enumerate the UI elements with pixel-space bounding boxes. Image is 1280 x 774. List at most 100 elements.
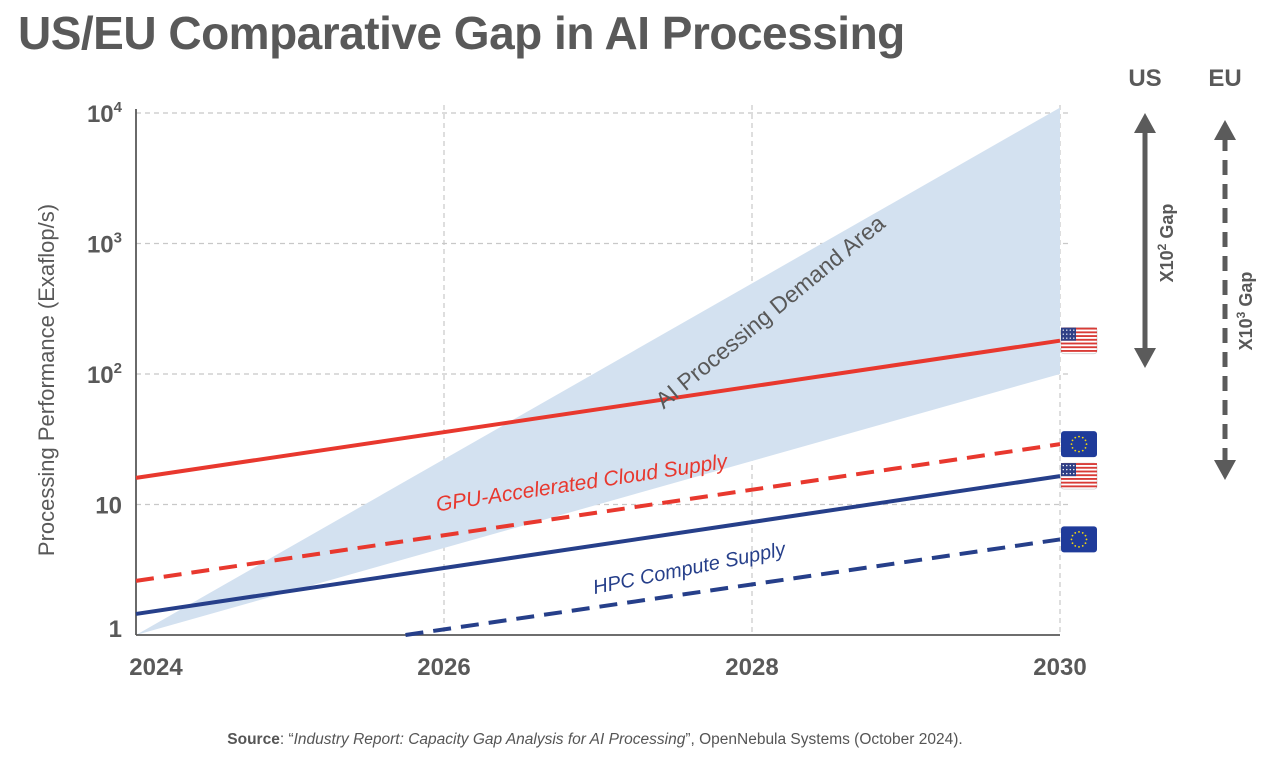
flag-bg — [1061, 526, 1097, 553]
flag-canton — [1061, 463, 1076, 477]
arrow-up-icon — [1214, 120, 1236, 140]
flag-star — [1069, 468, 1071, 471]
flag-bg — [1061, 431, 1097, 458]
flag-stripe — [1061, 327, 1097, 330]
flag-star — [1070, 538, 1073, 541]
flag-stripe — [1061, 474, 1097, 477]
flags — [1060, 327, 1098, 553]
flag-star — [1069, 464, 1071, 467]
flag-star — [1069, 472, 1071, 475]
flag-star — [1074, 545, 1077, 547]
source-rest: ”, OpenNebula Systems (October 2024). — [685, 731, 963, 748]
flag-stripe — [1061, 331, 1097, 334]
x-tick-label: 2030 — [1033, 654, 1086, 681]
flag-star — [1081, 532, 1084, 534]
flag-stripe — [1061, 485, 1097, 488]
flag-star — [1070, 443, 1073, 446]
flag-star — [1066, 468, 1068, 471]
x-tick-label: 2028 — [725, 654, 778, 681]
y-tick-label: 102 — [87, 360, 122, 389]
flag-stripe — [1061, 350, 1097, 352]
flag-star — [1073, 333, 1075, 335]
flag-star — [1066, 337, 1068, 339]
flag-star — [1078, 531, 1080, 533]
flag-stripe — [1061, 463, 1097, 465]
demand-area-layer — [136, 107, 1060, 635]
flag-star — [1073, 464, 1075, 467]
series-layer — [135, 338, 1061, 637]
us-flag-icon — [1060, 462, 1098, 490]
flag-star — [1085, 538, 1088, 541]
flag-stripe — [1061, 470, 1097, 473]
source-label: Source — [227, 731, 280, 748]
gap-label-us: X102 Gap — [1155, 204, 1177, 283]
series-line-gpu_us — [135, 338, 1061, 480]
flag-stripe — [1061, 338, 1097, 341]
flag-star — [1066, 464, 1068, 467]
flag-star — [1074, 532, 1077, 534]
gap-heading-us: US — [1128, 65, 1161, 92]
flag-star — [1073, 329, 1075, 331]
eu-flag-icon — [1061, 526, 1097, 553]
y-axis-label: Processing Performance (Exaflop/s) — [34, 204, 59, 556]
axes — [135, 109, 1060, 636]
flag-star — [1081, 545, 1084, 547]
flag-star — [1084, 447, 1087, 449]
source-sep: : “ — [279, 731, 294, 748]
demand-area — [136, 107, 1060, 635]
flag-star — [1062, 472, 1064, 475]
flag-star — [1084, 439, 1087, 442]
flag-stripe — [1061, 342, 1097, 345]
arrow-down-icon — [1214, 460, 1236, 480]
tick-labels: 1 10 102 103 104 2024 2026 2028 2030 — [87, 99, 1087, 681]
source-report-title: Industry Report: Capacity Gap Analysis f… — [293, 731, 686, 748]
flag-star — [1066, 333, 1068, 335]
flag-star — [1073, 472, 1075, 475]
flag-stripe — [1061, 346, 1097, 349]
flag-stripe — [1061, 481, 1097, 484]
flag-star — [1062, 337, 1064, 339]
flag-star — [1062, 329, 1064, 331]
flag-star — [1071, 447, 1074, 449]
flag-star — [1066, 472, 1068, 475]
flag-star — [1073, 468, 1075, 471]
flag-star — [1081, 449, 1084, 452]
y-tick-label: 10 — [95, 493, 122, 520]
flag-star — [1073, 337, 1075, 339]
y-tick-label: 104 — [87, 99, 123, 128]
flag-star — [1081, 436, 1084, 439]
flag-stripe — [1061, 466, 1097, 469]
flag-star — [1062, 468, 1064, 471]
chart-title: US/EU Comparative Gap in AI Processing — [18, 7, 905, 59]
flag-star — [1069, 333, 1071, 335]
source-note: Source: “Industry Report: Capacity Gap A… — [0, 731, 1190, 749]
gap-label-eu: X103 Gap — [1234, 272, 1256, 351]
flag-star — [1071, 439, 1074, 442]
flag-star — [1078, 435, 1080, 438]
x-tick-label: 2024 — [129, 654, 183, 681]
flag-canton — [1061, 327, 1076, 341]
gap-heading-eu: EU — [1208, 65, 1241, 92]
series-line-hpc_us — [135, 474, 1061, 616]
flag-star — [1062, 333, 1064, 335]
arrow-down-icon — [1134, 348, 1156, 368]
x-tick-label: 2026 — [417, 654, 470, 681]
flag-star — [1069, 337, 1071, 339]
flag-star — [1071, 534, 1074, 537]
arrow-up-icon — [1134, 113, 1156, 133]
series-line-gpu_eu — [135, 442, 1061, 583]
flag-star — [1078, 450, 1080, 453]
flag-star — [1062, 464, 1064, 467]
eu-flag-icon — [1061, 431, 1097, 458]
flag-stripe — [1061, 477, 1097, 480]
flag-star — [1085, 443, 1088, 446]
flag-star — [1066, 329, 1068, 331]
y-tick-label: 103 — [87, 230, 122, 259]
flag-stripe — [1061, 335, 1097, 337]
flag-star — [1078, 546, 1080, 548]
flag-star — [1084, 542, 1087, 545]
flag-star — [1069, 329, 1071, 331]
us-flag-icon — [1060, 327, 1098, 355]
flag-star — [1074, 436, 1077, 439]
